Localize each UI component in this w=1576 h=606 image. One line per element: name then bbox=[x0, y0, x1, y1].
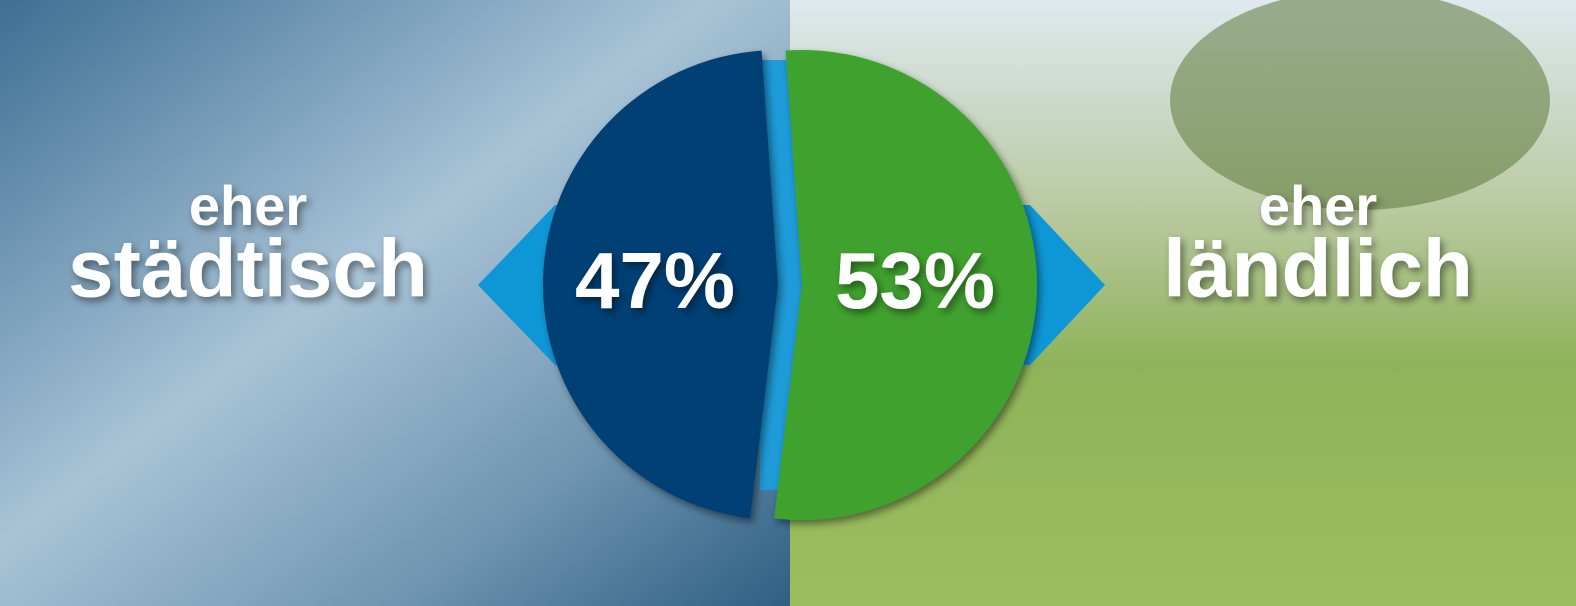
pie bbox=[542, 50, 1037, 520]
category-label: ländlich bbox=[1163, 224, 1473, 315]
value-label: 53% bbox=[835, 236, 995, 325]
pie-slice bbox=[542, 50, 778, 519]
tree bbox=[1170, 0, 1550, 210]
category-label: städtisch bbox=[68, 224, 428, 315]
category-qualifier: eher bbox=[189, 174, 307, 237]
value-label: 47% bbox=[575, 236, 735, 325]
pie-slice bbox=[774, 50, 1037, 520]
category-qualifier: eher bbox=[1259, 174, 1377, 237]
